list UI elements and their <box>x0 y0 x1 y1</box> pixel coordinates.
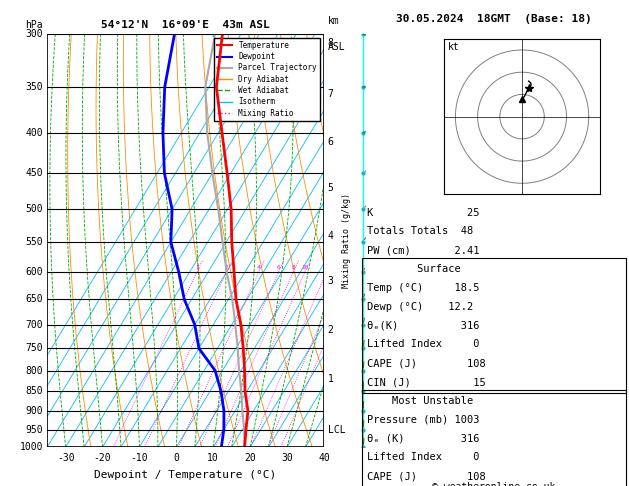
Text: 6: 6 <box>277 265 281 270</box>
Text: 10: 10 <box>208 453 219 463</box>
Text: 5: 5 <box>328 183 333 193</box>
Text: Totals Totals  48: Totals Totals 48 <box>367 226 473 236</box>
Text: kt: kt <box>447 42 459 52</box>
Text: θₑ(K)          316: θₑ(K) 316 <box>367 321 479 330</box>
Title: 54°12'N  16°09'E  43m ASL: 54°12'N 16°09'E 43m ASL <box>101 20 270 31</box>
Text: 700: 700 <box>26 320 43 330</box>
Text: © weatheronline.co.uk: © weatheronline.co.uk <box>432 482 555 486</box>
Text: 4: 4 <box>257 265 261 270</box>
Text: Most Unstable: Most Unstable <box>367 396 473 406</box>
Text: 1: 1 <box>195 265 199 270</box>
Text: 30: 30 <box>281 453 293 463</box>
Text: 6: 6 <box>328 137 333 147</box>
Text: 30.05.2024  18GMT  (Base: 18): 30.05.2024 18GMT (Base: 18) <box>396 15 592 24</box>
Bar <box>362 390 626 486</box>
Text: 550: 550 <box>26 237 43 247</box>
Text: 2: 2 <box>225 265 229 270</box>
Text: Pressure (mb) 1003: Pressure (mb) 1003 <box>367 415 479 425</box>
Text: 8: 8 <box>291 265 295 270</box>
Text: Mixing Ratio (g/kg): Mixing Ratio (g/kg) <box>342 193 351 288</box>
Text: Temp (°C)     18.5: Temp (°C) 18.5 <box>367 283 479 293</box>
Text: 450: 450 <box>26 168 43 178</box>
Legend: Temperature, Dewpoint, Parcel Trajectory, Dry Adiabat, Wet Adiabat, Isotherm, Mi: Temperature, Dewpoint, Parcel Trajectory… <box>214 38 320 121</box>
Text: 850: 850 <box>26 386 43 397</box>
Text: Lifted Index     0: Lifted Index 0 <box>367 452 479 463</box>
Text: -10: -10 <box>131 453 148 463</box>
Text: Surface: Surface <box>367 264 460 274</box>
Text: PW (cm)       2.41: PW (cm) 2.41 <box>367 245 479 255</box>
Text: Dewp (°C)    12.2: Dewp (°C) 12.2 <box>367 302 473 312</box>
Text: K               25: K 25 <box>367 208 479 218</box>
Text: CIN (J)          15: CIN (J) 15 <box>367 377 486 387</box>
Text: Lifted Index     0: Lifted Index 0 <box>367 339 479 349</box>
Text: 0: 0 <box>174 453 179 463</box>
Text: 600: 600 <box>26 267 43 277</box>
Text: 800: 800 <box>26 365 43 376</box>
Text: 650: 650 <box>26 295 43 304</box>
Text: 8: 8 <box>328 38 333 48</box>
Text: LCL: LCL <box>328 424 345 434</box>
Text: 20: 20 <box>244 453 256 463</box>
Text: km: km <box>328 16 340 26</box>
Text: -30: -30 <box>57 453 74 463</box>
Text: 2: 2 <box>328 325 333 334</box>
Text: ASL: ASL <box>328 42 345 52</box>
Text: 300: 300 <box>26 29 43 39</box>
Text: 950: 950 <box>26 424 43 434</box>
Text: Dewpoint / Temperature (°C): Dewpoint / Temperature (°C) <box>94 470 277 480</box>
Text: 400: 400 <box>26 128 43 138</box>
Text: 3: 3 <box>328 277 333 286</box>
Text: 10: 10 <box>301 265 309 270</box>
Text: -20: -20 <box>94 453 111 463</box>
Text: 750: 750 <box>26 344 43 353</box>
Text: 1000: 1000 <box>20 442 43 452</box>
Text: CAPE (J)        108: CAPE (J) 108 <box>367 471 486 481</box>
Text: CAPE (J)        108: CAPE (J) 108 <box>367 358 486 368</box>
Text: θₑ (K)         316: θₑ (K) 316 <box>367 434 479 444</box>
Bar <box>362 259 626 393</box>
Text: 500: 500 <box>26 204 43 214</box>
Text: 4: 4 <box>328 231 333 241</box>
Text: 7: 7 <box>328 89 333 99</box>
Text: 350: 350 <box>26 82 43 92</box>
Text: 40: 40 <box>318 453 330 463</box>
Text: 1: 1 <box>328 374 333 384</box>
Text: hPa: hPa <box>25 20 43 30</box>
Text: 900: 900 <box>26 406 43 416</box>
